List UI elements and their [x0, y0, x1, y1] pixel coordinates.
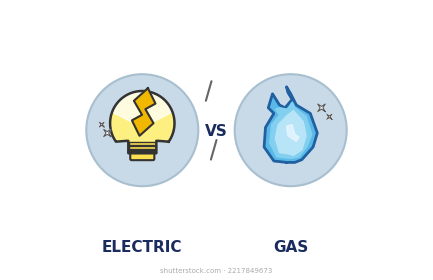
Polygon shape: [132, 88, 155, 136]
Polygon shape: [113, 92, 171, 126]
Text: ELECTRIC: ELECTRIC: [102, 240, 183, 255]
Text: GAS: GAS: [273, 240, 308, 255]
Polygon shape: [110, 91, 174, 153]
Polygon shape: [318, 104, 325, 111]
Circle shape: [86, 74, 198, 186]
FancyBboxPatch shape: [130, 151, 154, 160]
Polygon shape: [270, 102, 312, 158]
Polygon shape: [287, 125, 299, 141]
Text: VS: VS: [205, 124, 228, 139]
Polygon shape: [264, 87, 317, 162]
Text: shutterstock.com · 2217849673: shutterstock.com · 2217849673: [160, 269, 273, 274]
Polygon shape: [99, 122, 104, 127]
Polygon shape: [129, 146, 156, 149]
Polygon shape: [129, 150, 156, 153]
Polygon shape: [104, 129, 111, 137]
Circle shape: [235, 74, 347, 186]
Polygon shape: [129, 142, 156, 145]
Polygon shape: [327, 114, 332, 119]
Polygon shape: [275, 111, 306, 155]
